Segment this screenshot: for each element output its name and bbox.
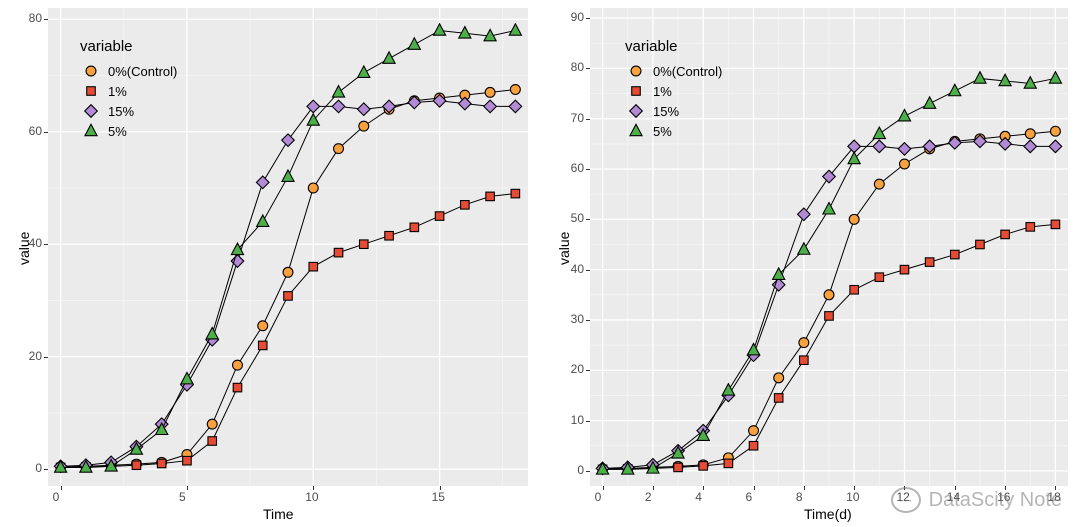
y-tick-label: 60 (571, 161, 584, 175)
watermark-icon: ⋯ (891, 487, 921, 513)
panel-left: 051015020406080Timevaluevariable0%(Contr… (0, 0, 540, 527)
x-tick-label: 8 (796, 490, 803, 504)
series-line-15% (61, 101, 516, 467)
legend-item: 0%(Control) (80, 61, 177, 81)
x-tick-label: 0 (53, 490, 60, 504)
x-tick-label: 6 (746, 490, 753, 504)
legend-marker-square-icon (80, 82, 102, 100)
y-tick-label: 10 (571, 413, 584, 427)
x-axis-label: Time(d) (804, 506, 852, 522)
legend-label: 0%(Control) (653, 64, 722, 79)
legend-title: variable (625, 38, 722, 55)
legend-label: 5% (108, 124, 127, 139)
panel-right: 0246810121416180102030405060708090Time(d… (540, 0, 1080, 527)
series-line-1% (61, 194, 516, 468)
legend-marker-circle-icon (80, 62, 102, 80)
y-tick-label: 0 (577, 463, 584, 477)
x-tick-label: 4 (695, 490, 702, 504)
legend-item: 15% (80, 101, 177, 121)
legend-label: 15% (653, 104, 679, 119)
legend: variable 0%(Control) 1% 15% 5% (625, 38, 722, 141)
y-tick-label: 50 (571, 211, 584, 225)
legend-marker-square-icon (625, 82, 647, 100)
watermark: ⋯ DataScity Note (891, 487, 1062, 513)
legend-item: 1% (625, 81, 722, 101)
legend-item: 15% (625, 101, 722, 121)
y-tick-label: 60 (29, 124, 42, 138)
legend-label: 5% (653, 124, 672, 139)
legend-label: 15% (108, 104, 134, 119)
y-tick-label: 20 (571, 362, 584, 376)
legend-marker-diamond-icon (80, 102, 102, 120)
y-tick-label: 80 (571, 60, 584, 74)
y-axis-label: value (16, 232, 32, 265)
watermark-text: DataScity Note (929, 489, 1062, 512)
legend-item: 1% (80, 81, 177, 101)
y-tick-label: 90 (571, 10, 584, 24)
y-tick-label: 0 (35, 461, 42, 475)
x-axis-label: Time (263, 506, 294, 522)
legend-label: 1% (108, 84, 127, 99)
legend-item: 0%(Control) (625, 61, 722, 81)
x-tick-label: 10 (846, 490, 859, 504)
legend-marker-diamond-icon (625, 102, 647, 120)
y-tick-label: 30 (571, 312, 584, 326)
legend-marker-triangle-icon (80, 122, 102, 140)
chart-wrap: 051015020406080Timevaluevariable0%(Contr… (0, 0, 1080, 527)
legend-title: variable (80, 38, 177, 55)
x-tick-label: 15 (432, 490, 445, 504)
x-tick-label: 10 (305, 490, 318, 504)
y-axis-label: value (556, 232, 572, 265)
x-tick-label: 0 (595, 490, 602, 504)
legend-label: 1% (653, 84, 672, 99)
y-tick-label: 70 (571, 111, 584, 125)
x-tick-label: 5 (179, 490, 186, 504)
legend-item: 5% (80, 121, 177, 141)
legend-label: 0%(Control) (108, 64, 177, 79)
legend: variable 0%(Control) 1% 15% 5% (80, 38, 177, 141)
legend-marker-circle-icon (625, 62, 647, 80)
y-tick-label: 20 (29, 349, 42, 363)
legend-marker-triangle-icon (625, 122, 647, 140)
y-tick-label: 80 (29, 11, 42, 25)
x-tick-label: 2 (645, 490, 652, 504)
legend-item: 5% (625, 121, 722, 141)
y-tick-label: 40 (571, 262, 584, 276)
